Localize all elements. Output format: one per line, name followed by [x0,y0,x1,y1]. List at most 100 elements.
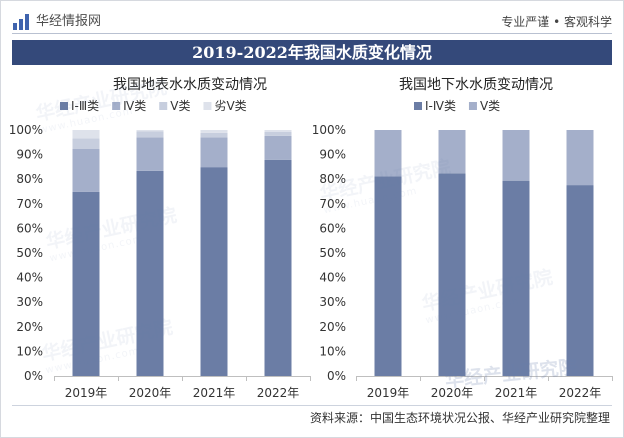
surface-legend-swatch [60,102,68,110]
groundwater-y-tick-label: 60% [319,221,346,235]
surface-y-tick-label: 0% [24,369,43,383]
groundwater-legend-label: Ⅴ类 [480,99,500,113]
surface-bar-stack [72,130,100,376]
surface-legend-item: Ⅳ类 [112,99,146,113]
groundwater-y-tick-label: 80% [319,172,346,186]
groundwater-bar-segment-2 [502,130,530,181]
groundwater-x-tick-label: 2019年 [367,386,410,400]
surface-bar-segment-1 [72,191,100,376]
surface-bar-stack [136,130,164,376]
surface-y-tick-label: 40% [16,271,43,285]
surface-bar-segment-3 [264,131,292,136]
groundwater-y-tick-label: 90% [319,148,346,162]
groundwater-y-tick-label: 10% [319,344,346,358]
groundwater-chart-title: 我国地下水水质变动情况 [399,77,553,93]
groundwater-bar-stack [502,130,530,376]
surface-legend-swatch [203,102,212,110]
surface-y-tick-label: 70% [16,197,43,211]
groundwater-y-tick-label: 20% [319,320,346,334]
surface-bar-segment-4 [72,130,100,139]
groundwater-y-tick-label: 40% [319,271,346,285]
groundwater-bar-segment-2 [566,130,594,186]
surface-bars [72,130,292,376]
logo-bar-icon [13,23,17,30]
surface-y-tick-label: 30% [16,295,43,309]
groundwater-chart: 我国地下水水质变动情况 Ⅰ-Ⅳ类 Ⅴ类 0% 10% 20% 30% 40% 50% 60% 70%… [312,77,613,400]
surface-bar-segment-4 [136,130,164,132]
logo-bar-icon [25,14,29,30]
surface-bar-segment-3 [136,131,164,138]
surface-bar-segment-3 [200,132,228,138]
page-title: 2019-2022年我国水质变化情况 [192,43,432,62]
surface-y-tick-label: 10% [16,344,43,358]
groundwater-bar-segment-1 [502,180,530,376]
groundwater-legend: Ⅰ-Ⅳ类 Ⅴ类 [414,99,500,113]
surface-legend-swatch [112,102,121,110]
surface-legend: Ⅰ-Ⅲ类 Ⅳ类 Ⅴ类 劣Ⅴ类 [60,99,247,113]
groundwater-legend-label: Ⅰ-Ⅳ类 [425,99,456,113]
surface-y-tick-label: 60% [16,221,43,235]
surface-x-tick-label: 2022年 [257,386,300,400]
surface-y-tick-label: 20% [16,320,43,334]
surface-legend-label: 劣Ⅴ类 [214,99,246,113]
surface-bar-segment-1 [136,170,164,376]
surface-y-tick-label: 100% [9,123,43,137]
groundwater-x-tick-label: 2021年 [495,386,538,400]
surface-y-tick-label: 90% [16,148,43,162]
groundwater-y-tick-label: 50% [319,246,346,260]
groundwater-x-axis: 2019年 2020年 2021年 2022年 [356,376,613,400]
surface-legend-label: Ⅴ类 [170,99,190,113]
surface-bar-segment-2 [200,137,228,168]
groundwater-x-tick-label: 2022年 [559,386,602,400]
surface-bar-segment-4 [264,130,292,132]
groundwater-bar-segment-1 [374,176,402,376]
groundwater-y-axis: 0% 10% 20% 30% 40% 50% 60% 70% 80% 90% 100% [312,123,346,383]
surface-legend-label: Ⅳ类 [123,99,146,113]
surface-x-tick-label: 2021年 [193,386,236,400]
surface-bar-segment-3 [72,138,100,149]
surface-y-tick-label: 80% [16,172,43,186]
groundwater-bar-stack [566,130,594,376]
groundwater-bars [374,130,594,376]
surface-x-tick-label: 2019年 [65,386,108,400]
surface-chart-title: 我国地表水水质变动情况 [113,77,267,93]
groundwater-bar-segment-2 [374,130,402,177]
groundwater-legend-swatch [414,102,422,110]
groundwater-y-tick-label: 70% [319,197,346,211]
groundwater-y-tick-label: 100% [312,123,346,137]
bar-chart-logo-icon [13,14,29,30]
slogan: 专业严谨 • 客观科学 [501,15,612,29]
groundwater-y-tick-label: 0% [327,369,346,383]
footer-divider [12,405,612,406]
surface-y-tick-label: 50% [16,246,43,260]
surface-bar-segment-1 [264,159,292,376]
logo-bar-icon [19,19,23,30]
groundwater-legend-item: Ⅴ类 [468,99,500,113]
surface-legend-item: 劣Ⅴ类 [203,99,247,113]
surface-bar-segment-4 [200,130,228,133]
groundwater-bar-segment-1 [566,185,594,376]
surface-chart: 我国地表水水质变动情况 Ⅰ-Ⅲ类 Ⅳ类 Ⅴ类 劣Ⅴ类 0% 10% 20% 30% 40% 50% 6… [9,77,311,400]
surface-x-axis: 2019年 2020年 2021年 2022年 [54,376,311,400]
brand-name: 华经情报网 [36,14,102,29]
header-divider [12,33,612,34]
surface-legend-item: Ⅴ类 [159,99,190,113]
groundwater-legend-swatch [468,102,477,110]
groundwater-x-tick-label: 2020年 [431,386,474,400]
groundwater-bar-stack [374,130,402,376]
groundwater-bar-stack [438,130,466,376]
surface-legend-label: Ⅰ-Ⅲ类 [71,99,99,113]
surface-bar-segment-2 [136,137,164,171]
surface-bar-stack [264,130,292,376]
groundwater-bar-segment-2 [438,130,466,174]
surface-bar-segment-1 [200,167,228,376]
surface-x-tick-label: 2020年 [129,386,172,400]
surface-bar-segment-2 [72,148,100,192]
surface-legend-swatch [159,102,168,110]
surface-legend-item: Ⅰ-Ⅲ类 [60,99,99,113]
surface-bar-stack [200,130,228,376]
surface-y-axis: 0% 10% 20% 30% 40% 50% 60% 70% 80% 90% 100% [9,123,43,383]
title-banner: 2019-2022年我国水质变化情况 [12,40,612,65]
